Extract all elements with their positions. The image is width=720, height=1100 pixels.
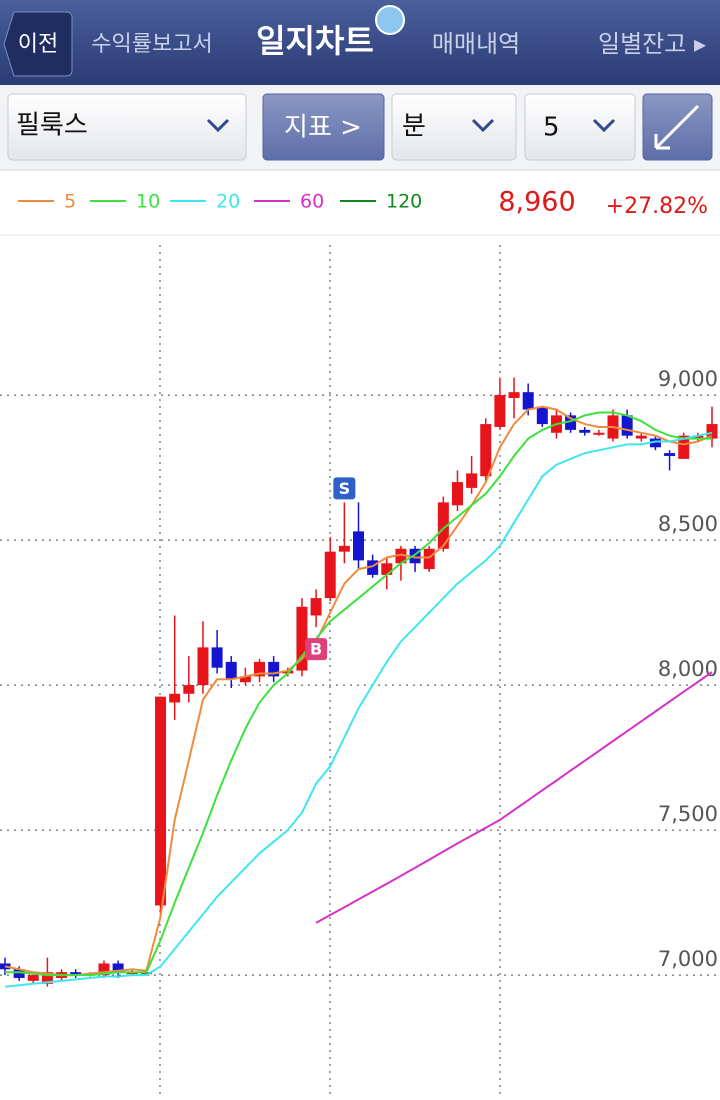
candle-body (211, 647, 223, 668)
legend-label: 10 (136, 191, 160, 213)
candle-body (706, 424, 718, 439)
candle-body (494, 395, 506, 427)
refresh-icon[interactable] (375, 5, 405, 35)
signal-badge (333, 477, 356, 500)
ma-line (4, 405, 713, 977)
candle-body (621, 415, 633, 436)
candle-body (112, 963, 124, 973)
candle-body (338, 545, 350, 552)
candle-body (183, 685, 195, 694)
candle-body (27, 975, 39, 981)
ma-line (5, 411, 712, 977)
candle-body (664, 453, 676, 456)
candle-body (451, 482, 463, 506)
y-tick-label: 7,500 (658, 802, 718, 826)
candle-body (692, 435, 704, 439)
unit-label[interactable]: 분 (402, 112, 426, 142)
top-bar (0, 0, 720, 85)
price-change: +27.82% (606, 194, 708, 219)
y-tick-label: 8,500 (658, 512, 718, 536)
signal-badge (305, 638, 328, 661)
candle-body (169, 693, 181, 703)
candle-body (155, 696, 167, 906)
candle-body (466, 473, 478, 488)
candle-body (536, 406, 548, 425)
tab-active[interactable]: 일지차트 (256, 22, 374, 60)
legend-label: 120 (386, 191, 422, 213)
dropdown-arrow (592, 118, 616, 133)
plot: 7,000 7,500 8,000 8,500 9,000 B S (0, 367, 720, 988)
legend-label: 60 (300, 191, 324, 213)
candle-body (367, 560, 379, 575)
candle-body (98, 963, 110, 976)
candle-body (565, 415, 577, 430)
candle-body (423, 548, 435, 570)
y-tick-label: 7,000 (658, 947, 718, 971)
candle-body (324, 551, 336, 599)
candle-body (310, 598, 322, 616)
candle-body (480, 424, 492, 477)
unit-select[interactable] (391, 93, 517, 161)
tab[interactable]: 매매내역 (432, 30, 520, 58)
back-button[interactable] (3, 11, 73, 77)
candle-body (522, 392, 534, 410)
y-tick-label: 9,000 (658, 367, 718, 391)
period-label[interactable]: 5 (543, 113, 560, 143)
dropdown-arrow (471, 118, 495, 133)
candle-body (225, 661, 237, 680)
y-tick-label: 8,000 (658, 657, 718, 681)
candle-body (197, 647, 209, 686)
expand-icon (654, 104, 700, 150)
candle-body (41, 972, 53, 984)
stock-name[interactable]: 필룩스 (16, 111, 88, 141)
candle-body (508, 392, 520, 398)
candle-body (649, 438, 661, 448)
ma-line (4, 431, 713, 988)
tab[interactable]: 수익률보고서 (91, 32, 212, 57)
candle-body (296, 606, 308, 671)
candle-body (239, 676, 251, 683)
candle-body (70, 972, 82, 976)
candle-body (353, 531, 364, 561)
time-grid (159, 245, 501, 1096)
period-select[interactable] (524, 93, 636, 161)
candle-body (254, 661, 266, 677)
stock-select[interactable] (7, 93, 247, 161)
candle-body (678, 435, 690, 459)
candle-body (593, 432, 605, 435)
signal-label: B (310, 640, 322, 659)
legend-label: 5 (64, 191, 76, 213)
indicator-label[interactable]: 지표 > (284, 113, 362, 143)
dropdown-arrow (206, 118, 230, 133)
candle-body (13, 969, 25, 978)
candle-body (635, 435, 647, 439)
back-label[interactable]: 이전 (18, 32, 58, 57)
candle-body (395, 548, 407, 564)
candle-body (579, 429, 591, 433)
candle-body (409, 548, 421, 564)
indicator-button[interactable] (262, 93, 385, 161)
signal-label: S (339, 479, 351, 498)
candle-body (437, 502, 449, 549)
tab[interactable]: 일별잔고 ▸ (598, 30, 706, 58)
candle-body (268, 661, 280, 677)
ma-line (315, 671, 713, 924)
current-price: 8,960 (498, 187, 575, 218)
legend-label: 20 (216, 191, 240, 213)
candle-body (381, 563, 393, 575)
